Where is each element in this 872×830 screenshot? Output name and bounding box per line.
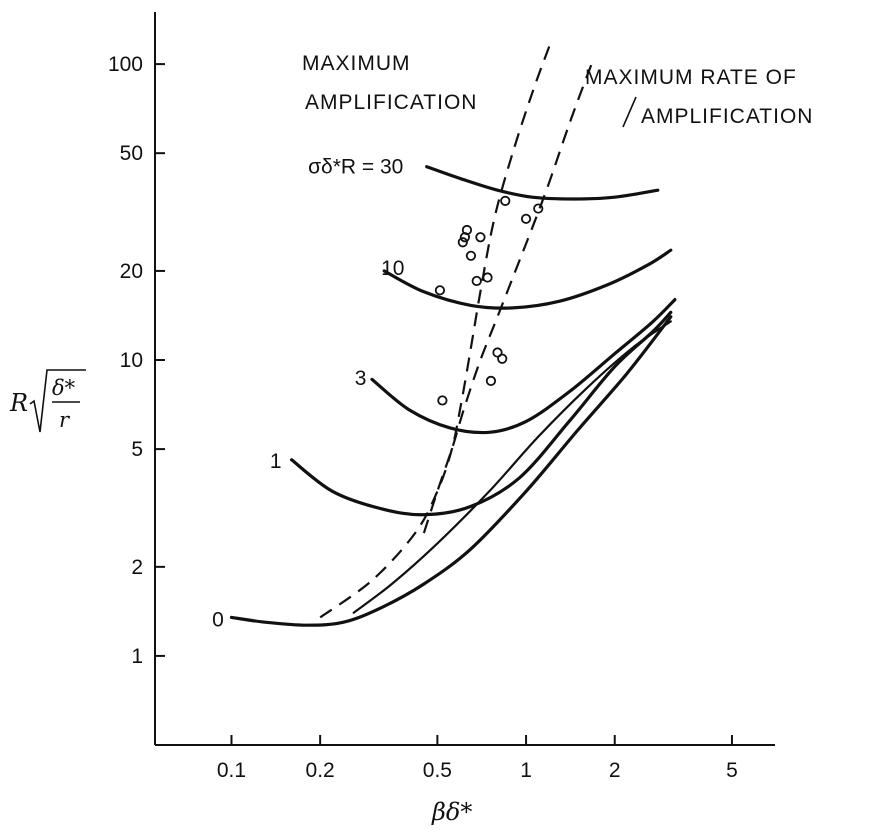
curve-label: 1 — [270, 450, 282, 473]
max-amp-label-line-2: AMPLIFICATION — [305, 91, 477, 114]
curve-label: 3 — [355, 367, 367, 390]
data-point — [471, 275, 482, 287]
x-tick-label: 0.1 — [217, 759, 246, 782]
curve-labels: 0 1 3 10 σδ*R = 30 — [212, 156, 404, 632]
y-tick-label: 50 — [120, 142, 143, 165]
y-tick-label: 100 — [108, 53, 143, 76]
curve-group — [229, 45, 677, 627]
axes — [154, 12, 775, 746]
curve-label: σδ*R = 30 — [308, 156, 403, 179]
data-point — [461, 224, 473, 236]
data-point — [492, 347, 503, 358]
data-point — [497, 353, 508, 364]
x-axis-title: βδ* — [431, 798, 472, 826]
data-points — [434, 195, 544, 406]
max-amp-label-line-1: MAXIMUM — [302, 52, 411, 75]
solid-curve — [425, 165, 660, 201]
x-tick-label: 1 — [520, 759, 532, 782]
dashed-curve — [422, 57, 595, 534]
solid-curve — [290, 310, 673, 517]
solid-curve — [382, 248, 673, 310]
curve-label: 0 — [212, 608, 224, 631]
curve-label: 10 — [381, 257, 404, 280]
y-tick-label: 20 — [120, 260, 143, 283]
data-point — [465, 250, 477, 261]
x-tick-label: 2 — [609, 759, 621, 782]
data-point — [520, 213, 532, 224]
solid-curve — [352, 320, 672, 614]
max-rate-leader-line — [622, 96, 637, 128]
y-tick-label: 5 — [131, 438, 143, 461]
data-point — [485, 375, 497, 387]
data-point — [482, 272, 493, 283]
y-axis-title-base: R — [9, 389, 28, 417]
y-axis-title-denominator: r — [59, 408, 71, 432]
data-point — [434, 285, 446, 296]
annotations: MAXIMUM AMPLIFICATION MAXIMUM RATE OF AM… — [302, 52, 813, 128]
y-tick-label: 10 — [120, 349, 143, 372]
dashed-curve — [319, 45, 551, 619]
data-point — [533, 203, 544, 214]
solid-curve — [229, 315, 673, 627]
y-axis-title-numerator: δ* — [52, 376, 76, 400]
x-tick-label: 0.5 — [423, 759, 452, 782]
max-rate-label-line-2: AMPLIFICATION — [641, 105, 813, 128]
y-axis-title: R δ* r — [9, 369, 86, 433]
x-tick-label: 5 — [726, 759, 738, 782]
x-tick-label: 0.2 — [306, 759, 335, 782]
y-axis-title-radical — [29, 369, 86, 433]
data-point — [500, 195, 511, 206]
max-rate-label-line-1: MAXIMUM RATE OF — [585, 66, 797, 89]
data-point — [457, 237, 468, 248]
data-point — [437, 395, 448, 406]
y-tick-label: 2 — [131, 556, 143, 579]
data-point — [475, 232, 486, 243]
y-tick-label: 1 — [131, 645, 143, 668]
solid-curve — [370, 298, 677, 435]
